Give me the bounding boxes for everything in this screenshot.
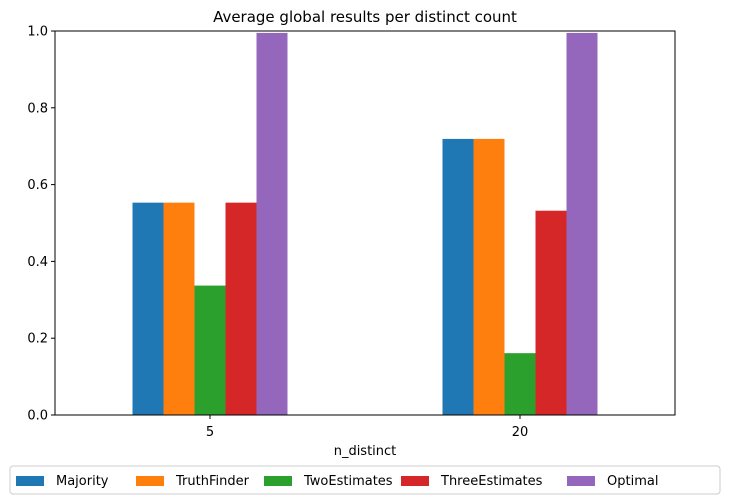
y-tick-label: 0.8: [27, 101, 48, 116]
legend: Majority TruthFinder TwoEstimates ThreeEsti…: [9, 465, 721, 495]
y-tick-label: 0.0: [27, 409, 48, 424]
bar-majority-5: [132, 202, 164, 415]
bar-threeestimates-20: [535, 210, 567, 415]
y-tick-label: 0.6: [27, 178, 48, 193]
legend-label-majority: Majority: [56, 474, 109, 489]
legend-label-twoestimates: TwoEstimates: [303, 474, 393, 489]
y-tick-label: 1.0: [27, 25, 48, 40]
bar-majority-20: [442, 138, 474, 416]
legend-swatch-optimal: [567, 476, 595, 486]
legend-swatch-majority: [16, 476, 44, 486]
legend-swatch-truthfinder: [136, 476, 164, 486]
y-axis: 0.0 0.2 0.4 0.6 0.8 1.0: [27, 25, 55, 424]
bar-optimal-20: [566, 32, 598, 416]
bar-twoestimates-5: [194, 285, 226, 415]
x-axis: 5 20: [206, 415, 528, 440]
bar-truthfinder-5: [163, 202, 195, 415]
legend-label-truthfinder: TruthFinder: [175, 474, 250, 489]
legend-label-optimal: Optimal: [607, 474, 658, 489]
x-tick-label: 5: [206, 425, 214, 440]
bar-threeestimates-5: [225, 202, 257, 415]
bar-optimal-5: [256, 32, 288, 416]
bar-twoestimates-20: [504, 353, 536, 415]
legend-swatch-twoestimates: [264, 476, 292, 486]
chart-title: Average global results per distinct coun…: [213, 8, 517, 26]
legend-label-threeestimates: ThreeEstimates: [440, 474, 543, 489]
plot-frame: [54, 30, 676, 416]
y-tick-label: 0.4: [27, 255, 48, 270]
x-axis-label: n_distinct: [334, 444, 397, 459]
legend-frame: [9, 465, 721, 495]
legend-swatch-threeestimates: [401, 476, 429, 486]
bars-group: [132, 32, 598, 416]
bar-truthfinder-20: [473, 138, 505, 416]
y-tick-label: 0.2: [27, 332, 48, 347]
x-tick-label: 20: [512, 425, 529, 440]
